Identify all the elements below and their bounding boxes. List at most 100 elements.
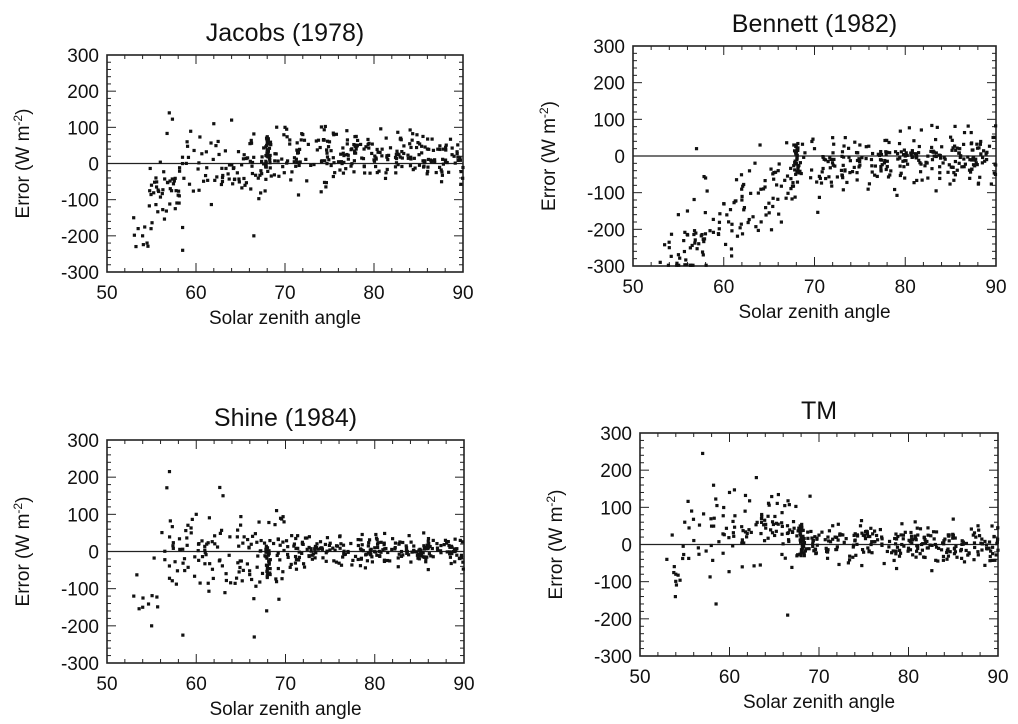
- data-point: [363, 171, 367, 175]
- data-point: [440, 173, 445, 177]
- data-point: [342, 549, 346, 553]
- data-point: [830, 184, 834, 188]
- data-point: [717, 220, 722, 224]
- data-point: [265, 568, 269, 572]
- data-point: [688, 263, 693, 267]
- data-point: [274, 509, 279, 513]
- data-point: [913, 536, 918, 540]
- data-point: [978, 142, 982, 146]
- data-point: [370, 555, 374, 559]
- data-point: [854, 553, 858, 557]
- data-point: [675, 261, 679, 265]
- data-point: [770, 520, 775, 524]
- data-point: [955, 146, 959, 150]
- data-point: [929, 149, 933, 153]
- data-point: [780, 511, 784, 515]
- data-point: [344, 167, 348, 171]
- data-point: [790, 197, 794, 201]
- data-point: [427, 147, 431, 151]
- data-point: [943, 537, 947, 541]
- data-point: [916, 533, 920, 537]
- data-point: [712, 524, 716, 528]
- data-point: [780, 552, 784, 557]
- data-point: [865, 532, 870, 536]
- data-point: [739, 173, 744, 177]
- x-axis-label: Solar zenith angle: [743, 692, 895, 713]
- y-axis-label: Error (W m-2): [537, 101, 560, 211]
- data-point: [252, 132, 256, 136]
- data-point: [204, 553, 208, 557]
- data-point: [797, 163, 801, 168]
- data-point: [341, 151, 345, 155]
- data-point: [684, 258, 688, 262]
- data-point: [795, 534, 799, 538]
- data-point: [304, 157, 308, 161]
- data-point: [990, 524, 994, 528]
- data-point: [840, 174, 844, 178]
- data-point: [801, 542, 805, 546]
- data-point: [811, 539, 815, 543]
- data-point: [444, 143, 448, 147]
- data-point: [941, 558, 945, 562]
- data-point: [828, 540, 833, 544]
- data-point: [864, 156, 868, 161]
- data-point: [781, 542, 785, 546]
- data-point: [835, 545, 839, 549]
- data-point: [838, 532, 842, 536]
- data-point: [425, 555, 429, 559]
- data-point: [171, 544, 175, 548]
- data-point: [988, 559, 992, 563]
- data-point: [324, 559, 328, 563]
- data-point: [235, 535, 239, 539]
- data-point: [869, 157, 874, 162]
- data-point: [459, 170, 463, 174]
- data-point: [895, 151, 900, 156]
- y-tick-label: 100: [67, 505, 99, 526]
- data-point: [319, 190, 323, 194]
- data-point: [882, 561, 886, 566]
- data-point: [412, 544, 416, 548]
- data-point: [800, 142, 805, 146]
- data-point: [928, 543, 932, 547]
- data-point: [709, 524, 714, 528]
- data-point: [953, 546, 957, 550]
- data-point: [837, 562, 841, 567]
- data-point: [733, 514, 737, 518]
- x-tick-label: 90: [987, 667, 1008, 688]
- data-point: [701, 451, 705, 456]
- data-point: [741, 184, 745, 188]
- data-point: [897, 141, 902, 146]
- data-point: [851, 555, 855, 559]
- data-point: [687, 556, 691, 561]
- data-point: [866, 187, 870, 191]
- data-point: [339, 160, 344, 164]
- data-point: [984, 543, 989, 547]
- data-point: [860, 548, 865, 552]
- data-point: [404, 544, 408, 548]
- data-point: [905, 153, 909, 158]
- data-point: [338, 168, 342, 172]
- data-point: [399, 549, 404, 554]
- data-point: [177, 537, 182, 541]
- data-point: [989, 549, 993, 553]
- y-tick-label: -100: [61, 191, 99, 212]
- data-point: [252, 635, 256, 639]
- data-point: [320, 546, 324, 550]
- data-point: [705, 189, 709, 193]
- data-point: [181, 225, 185, 230]
- data-point: [412, 550, 417, 554]
- data-point: [367, 538, 372, 542]
- data-point: [294, 164, 298, 168]
- data-point: [338, 535, 342, 539]
- data-point: [216, 139, 220, 144]
- data-point: [169, 189, 174, 193]
- data-point: [137, 607, 141, 611]
- data-point: [841, 163, 845, 167]
- data-point: [295, 160, 299, 164]
- data-point: [428, 544, 432, 549]
- data-point: [677, 263, 681, 267]
- data-point: [360, 543, 364, 547]
- data-point: [231, 166, 235, 171]
- y-tick-label: 200: [67, 468, 99, 489]
- data-point: [258, 173, 262, 177]
